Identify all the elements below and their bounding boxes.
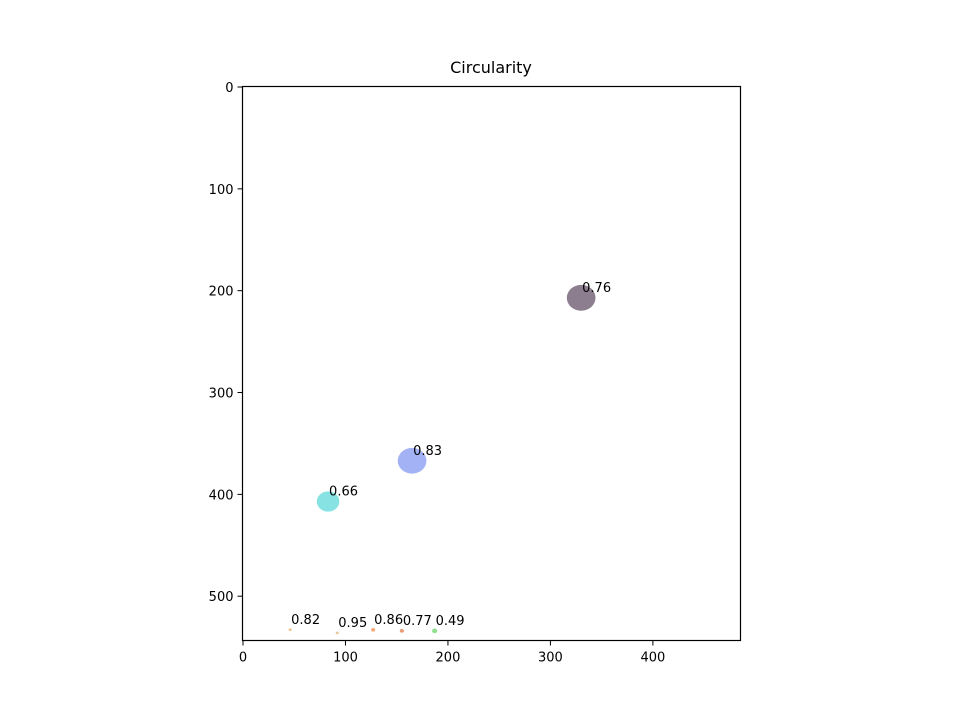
region-blob-7 <box>432 628 438 634</box>
x-axis: 0 100 200 300 400 <box>239 640 665 666</box>
y-tick-label-1: 100 <box>209 183 234 198</box>
chart-title: Circularity <box>450 58 532 77</box>
plot-marks: 0.76 0.83 0.66 0.82 0.95 0.86 0.77 0.49 <box>288 281 611 635</box>
y-tick-label-5: 500 <box>209 590 234 605</box>
region-blob-2 <box>316 491 340 512</box>
x-tick-label-2: 200 <box>436 651 461 666</box>
region-blob-5 <box>371 627 376 632</box>
x-tick-label-0: 0 <box>239 651 247 666</box>
plot-frame <box>241 85 742 642</box>
region-blob-3 <box>288 628 292 632</box>
circularity-label-7: 0.49 <box>436 614 465 629</box>
circularity-label-0: 0.76 <box>582 281 611 296</box>
region-blob-0 <box>566 284 596 311</box>
y-axis: 0 100 200 300 400 500 <box>209 81 243 605</box>
x-tick-label-1: 100 <box>333 651 358 666</box>
circularity-label-1: 0.83 <box>413 444 442 459</box>
circularity-label-6: 0.77 <box>403 614 432 629</box>
circularity-label-2: 0.66 <box>329 484 358 499</box>
region-blob-6 <box>399 628 404 633</box>
y-tick-label-2: 200 <box>209 285 234 300</box>
x-tick-label-4: 400 <box>640 651 665 666</box>
circularity-label-4: 0.95 <box>338 616 367 631</box>
y-tick-label-3: 300 <box>209 387 234 402</box>
circularity-label-5: 0.86 <box>374 613 403 628</box>
y-tick-label-4: 400 <box>209 488 234 503</box>
x-tick-label-3: 300 <box>538 651 563 666</box>
region-blob-1 <box>397 447 427 474</box>
region-blob-4 <box>335 631 339 635</box>
y-tick-label-0: 0 <box>225 81 233 96</box>
circularity-label-3: 0.82 <box>291 613 320 628</box>
